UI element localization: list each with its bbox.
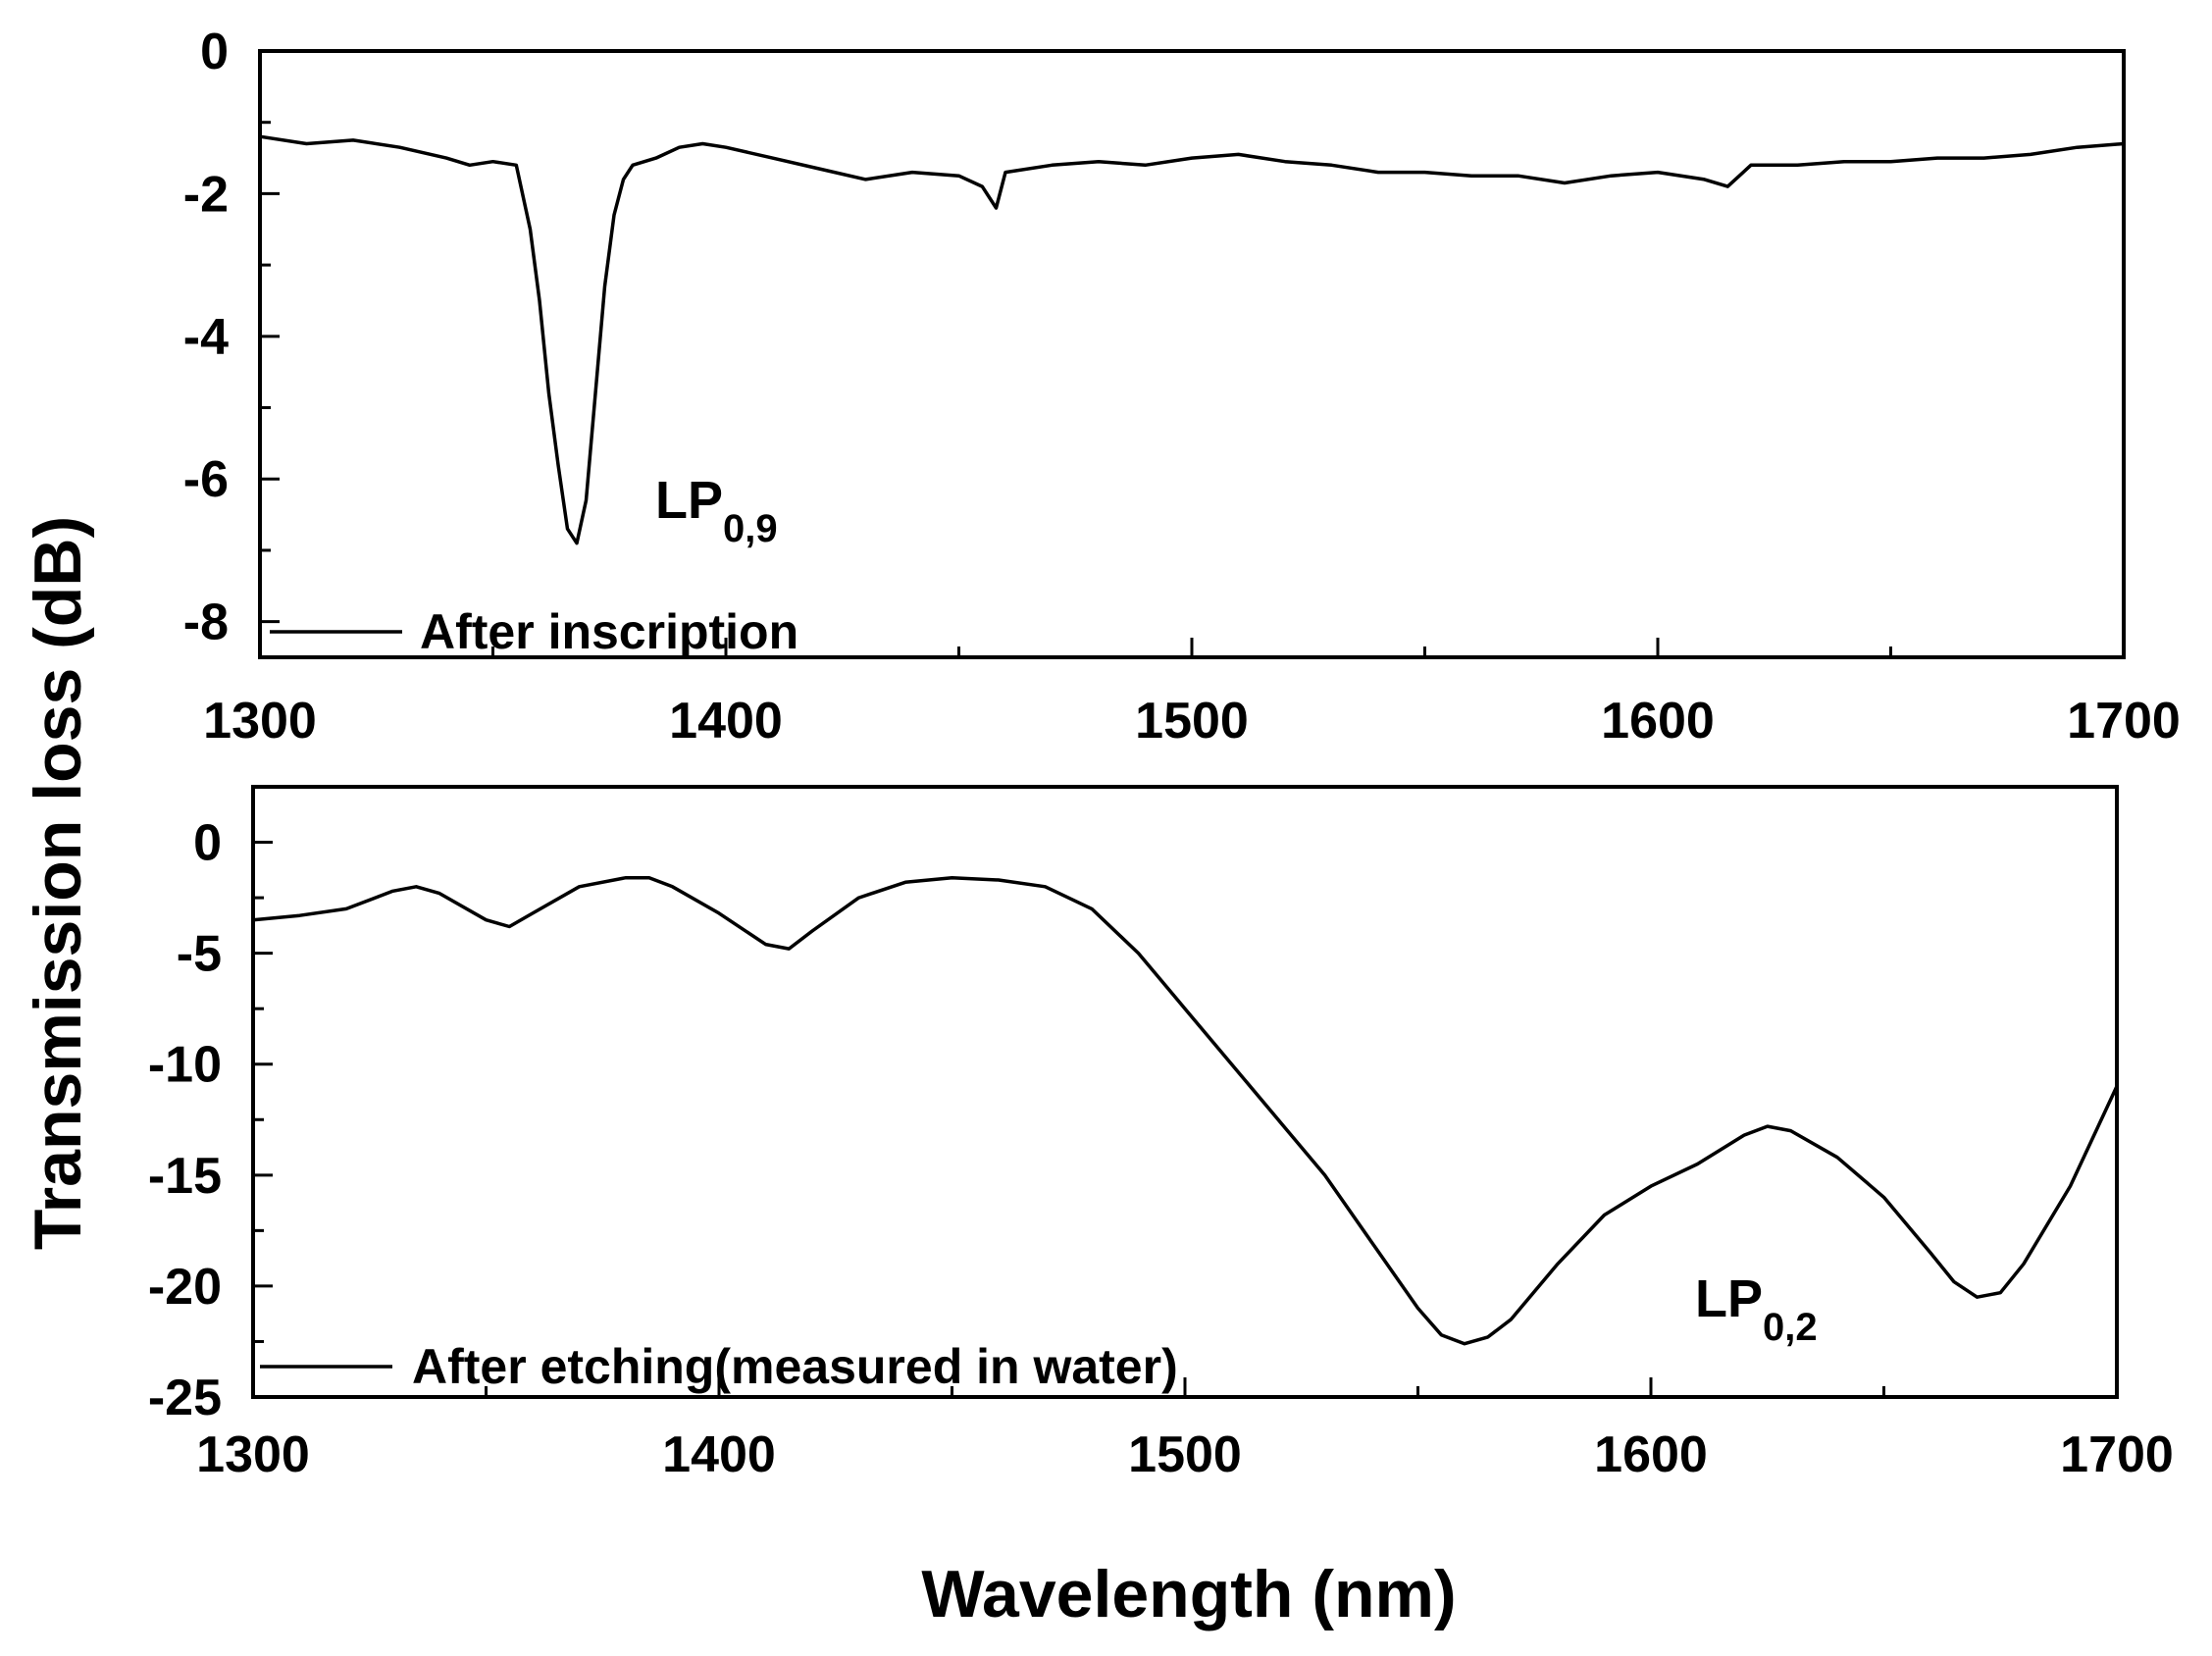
bottom-y-tick-label-3: -15 [148,1148,222,1205]
bottom-panel: 1300 1400 1500 1600 1700 0 -5 -10 -15 -20 -25 Aft… [148,785,2174,1483]
top-y-tick-label-0: 0 [200,24,229,80]
bottom-annotation-sub: 0,2 [1763,1306,1818,1349]
top-y-tick-label-1: -2 [183,166,229,223]
series-line-after-etching [252,875,2119,1346]
top-y-tick-label-4: -8 [183,595,229,651]
top-x-tick-label-1500: 1500 [1135,693,1249,750]
top-annotation-main: LP [655,471,723,530]
bottom-x-tick-label-1600: 1600 [1594,1426,1708,1483]
bottom-y-ticks: 0 -5 -10 -15 -20 -25 [148,815,273,1426]
top-plot-frame [258,49,2126,659]
top-legend-label: After inscription [420,604,798,659]
bottom-legend-label: After etching(measured in water) [412,1339,1178,1394]
top-x-tick-label-1600: 1600 [1601,693,1715,750]
top-y-ticks: 0 -2 -4 -6 -8 [183,24,280,651]
top-annotation-sub: 0,9 [723,507,778,550]
top-x-ticks: 1300 1400 1500 1600 1700 [203,638,2181,750]
bottom-y-tick-label-2: -10 [148,1037,222,1094]
bottom-x-tick-label-1700: 1700 [2060,1426,2174,1483]
bottom-annotation-main: LP [1695,1269,1763,1328]
x-axis-title: Wavelength (nm) [921,1557,1456,1631]
bottom-x-ticks: 1300 1400 1500 1600 1700 [196,1377,2174,1483]
bottom-y-tick-label-1: -5 [177,926,222,983]
bottom-x-tick-label-1300: 1300 [196,1426,310,1483]
top-panel: 1300 1400 1500 1600 1700 0 -2 -4 -6 -8 After ins… [183,24,2181,750]
top-x-tick-label-1300: 1300 [203,693,317,750]
bottom-x-tick-label-1400: 1400 [662,1426,776,1483]
top-x-tick-label-1400: 1400 [669,693,783,750]
top-x-tick-label-1700: 1700 [2067,693,2181,750]
top-y-tick-label-3: -6 [183,451,229,508]
top-legend: After inscription [270,604,798,659]
bottom-x-tick-label-1500: 1500 [1128,1426,1242,1483]
bottom-y-tick-label-0: 0 [193,815,222,872]
bottom-annotation-lp02: LP0,2 [1695,1269,1818,1349]
bottom-y-tick-label-5: -25 [148,1370,222,1426]
top-annotation-lp09: LP0,9 [655,471,778,550]
bottom-legend: After etching(measured in water) [260,1339,1178,1394]
bottom-y-tick-label-4: -20 [148,1259,222,1316]
series-line-after-inscription [259,134,2125,545]
top-y-tick-label-2: -4 [183,309,229,366]
y-axis-title: Transmission loss (dB) [21,516,95,1250]
bottom-plot-frame [251,785,2119,1399]
